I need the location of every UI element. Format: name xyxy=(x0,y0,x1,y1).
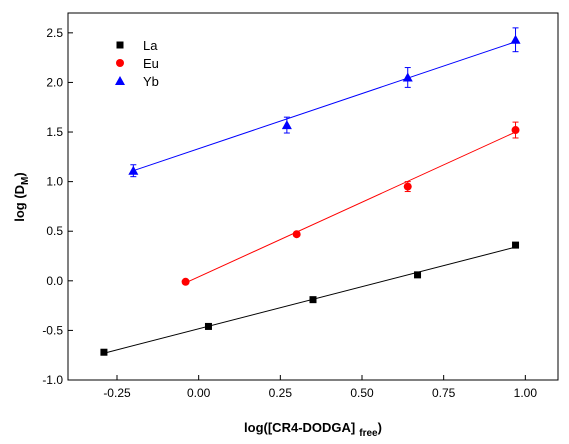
y-tick-label: -0.5 xyxy=(42,323,63,337)
y-tick-label: -1.0 xyxy=(42,373,63,387)
legend-label-yb: Yb xyxy=(143,74,159,89)
point-yb xyxy=(510,34,521,44)
x-axis-title-main: log([CR4-DODGA] xyxy=(244,420,355,435)
x-tick-label: 1.00 xyxy=(514,386,538,400)
fit-line-eu xyxy=(185,131,516,284)
y-tick-label: 1.0 xyxy=(46,175,63,189)
y-axis-title: log (DM) xyxy=(12,172,31,222)
x-axis-title-subscript: free xyxy=(359,428,378,439)
plot-frame xyxy=(67,12,559,381)
y-axis-title-subscript: M xyxy=(20,177,31,185)
y-tick-label: 2.0 xyxy=(46,75,63,89)
point-la xyxy=(414,271,422,279)
point-yb xyxy=(128,165,139,175)
legend-marker-eu xyxy=(116,59,124,67)
point-eu xyxy=(292,230,301,239)
y-tick-label: 0.0 xyxy=(46,274,63,288)
x-axis-title-close: ) xyxy=(378,420,382,435)
x-axis-ticks: -0.25 0.00 0.25 0.50 0.75 1.00 xyxy=(103,375,537,400)
legend-marker-la xyxy=(116,41,124,49)
x-tick-label: 0.50 xyxy=(350,386,374,400)
legend-label-eu: Eu xyxy=(143,56,159,71)
x-tick-label: 0.00 xyxy=(187,386,211,400)
point-yb xyxy=(402,72,413,82)
point-la xyxy=(512,241,520,249)
fit-lines xyxy=(103,41,516,354)
x-axis-title: log([CR4-DODGA] free) xyxy=(244,420,382,439)
y-tick-label: 0.5 xyxy=(46,224,63,238)
fit-line-yb xyxy=(133,41,516,172)
point-eu xyxy=(511,126,520,135)
y-tick-label: 2.5 xyxy=(46,26,63,40)
legend-label-la: La xyxy=(143,38,158,53)
point-la xyxy=(204,322,212,330)
y-axis-title-main: log (D xyxy=(12,185,27,222)
point-la xyxy=(100,348,108,356)
y-axis-ticks: -1.0 -0.5 0.0 0.5 1.0 1.5 2.0 2.5 xyxy=(42,26,73,387)
x-tick-label: -0.25 xyxy=(103,386,131,400)
y-axis-title-close: ) xyxy=(12,172,27,176)
x-tick-label: 0.25 xyxy=(269,386,293,400)
y-tick-label: 1.5 xyxy=(46,125,63,139)
point-eu xyxy=(181,277,190,286)
legend: La Eu Yb xyxy=(115,38,159,89)
point-eu xyxy=(403,182,412,191)
point-la xyxy=(309,296,317,304)
error-bars xyxy=(130,27,519,193)
point-yb xyxy=(281,120,292,130)
x-tick-label: 0.75 xyxy=(432,386,456,400)
legend-marker-yb xyxy=(115,76,125,85)
data-points xyxy=(100,34,521,356)
